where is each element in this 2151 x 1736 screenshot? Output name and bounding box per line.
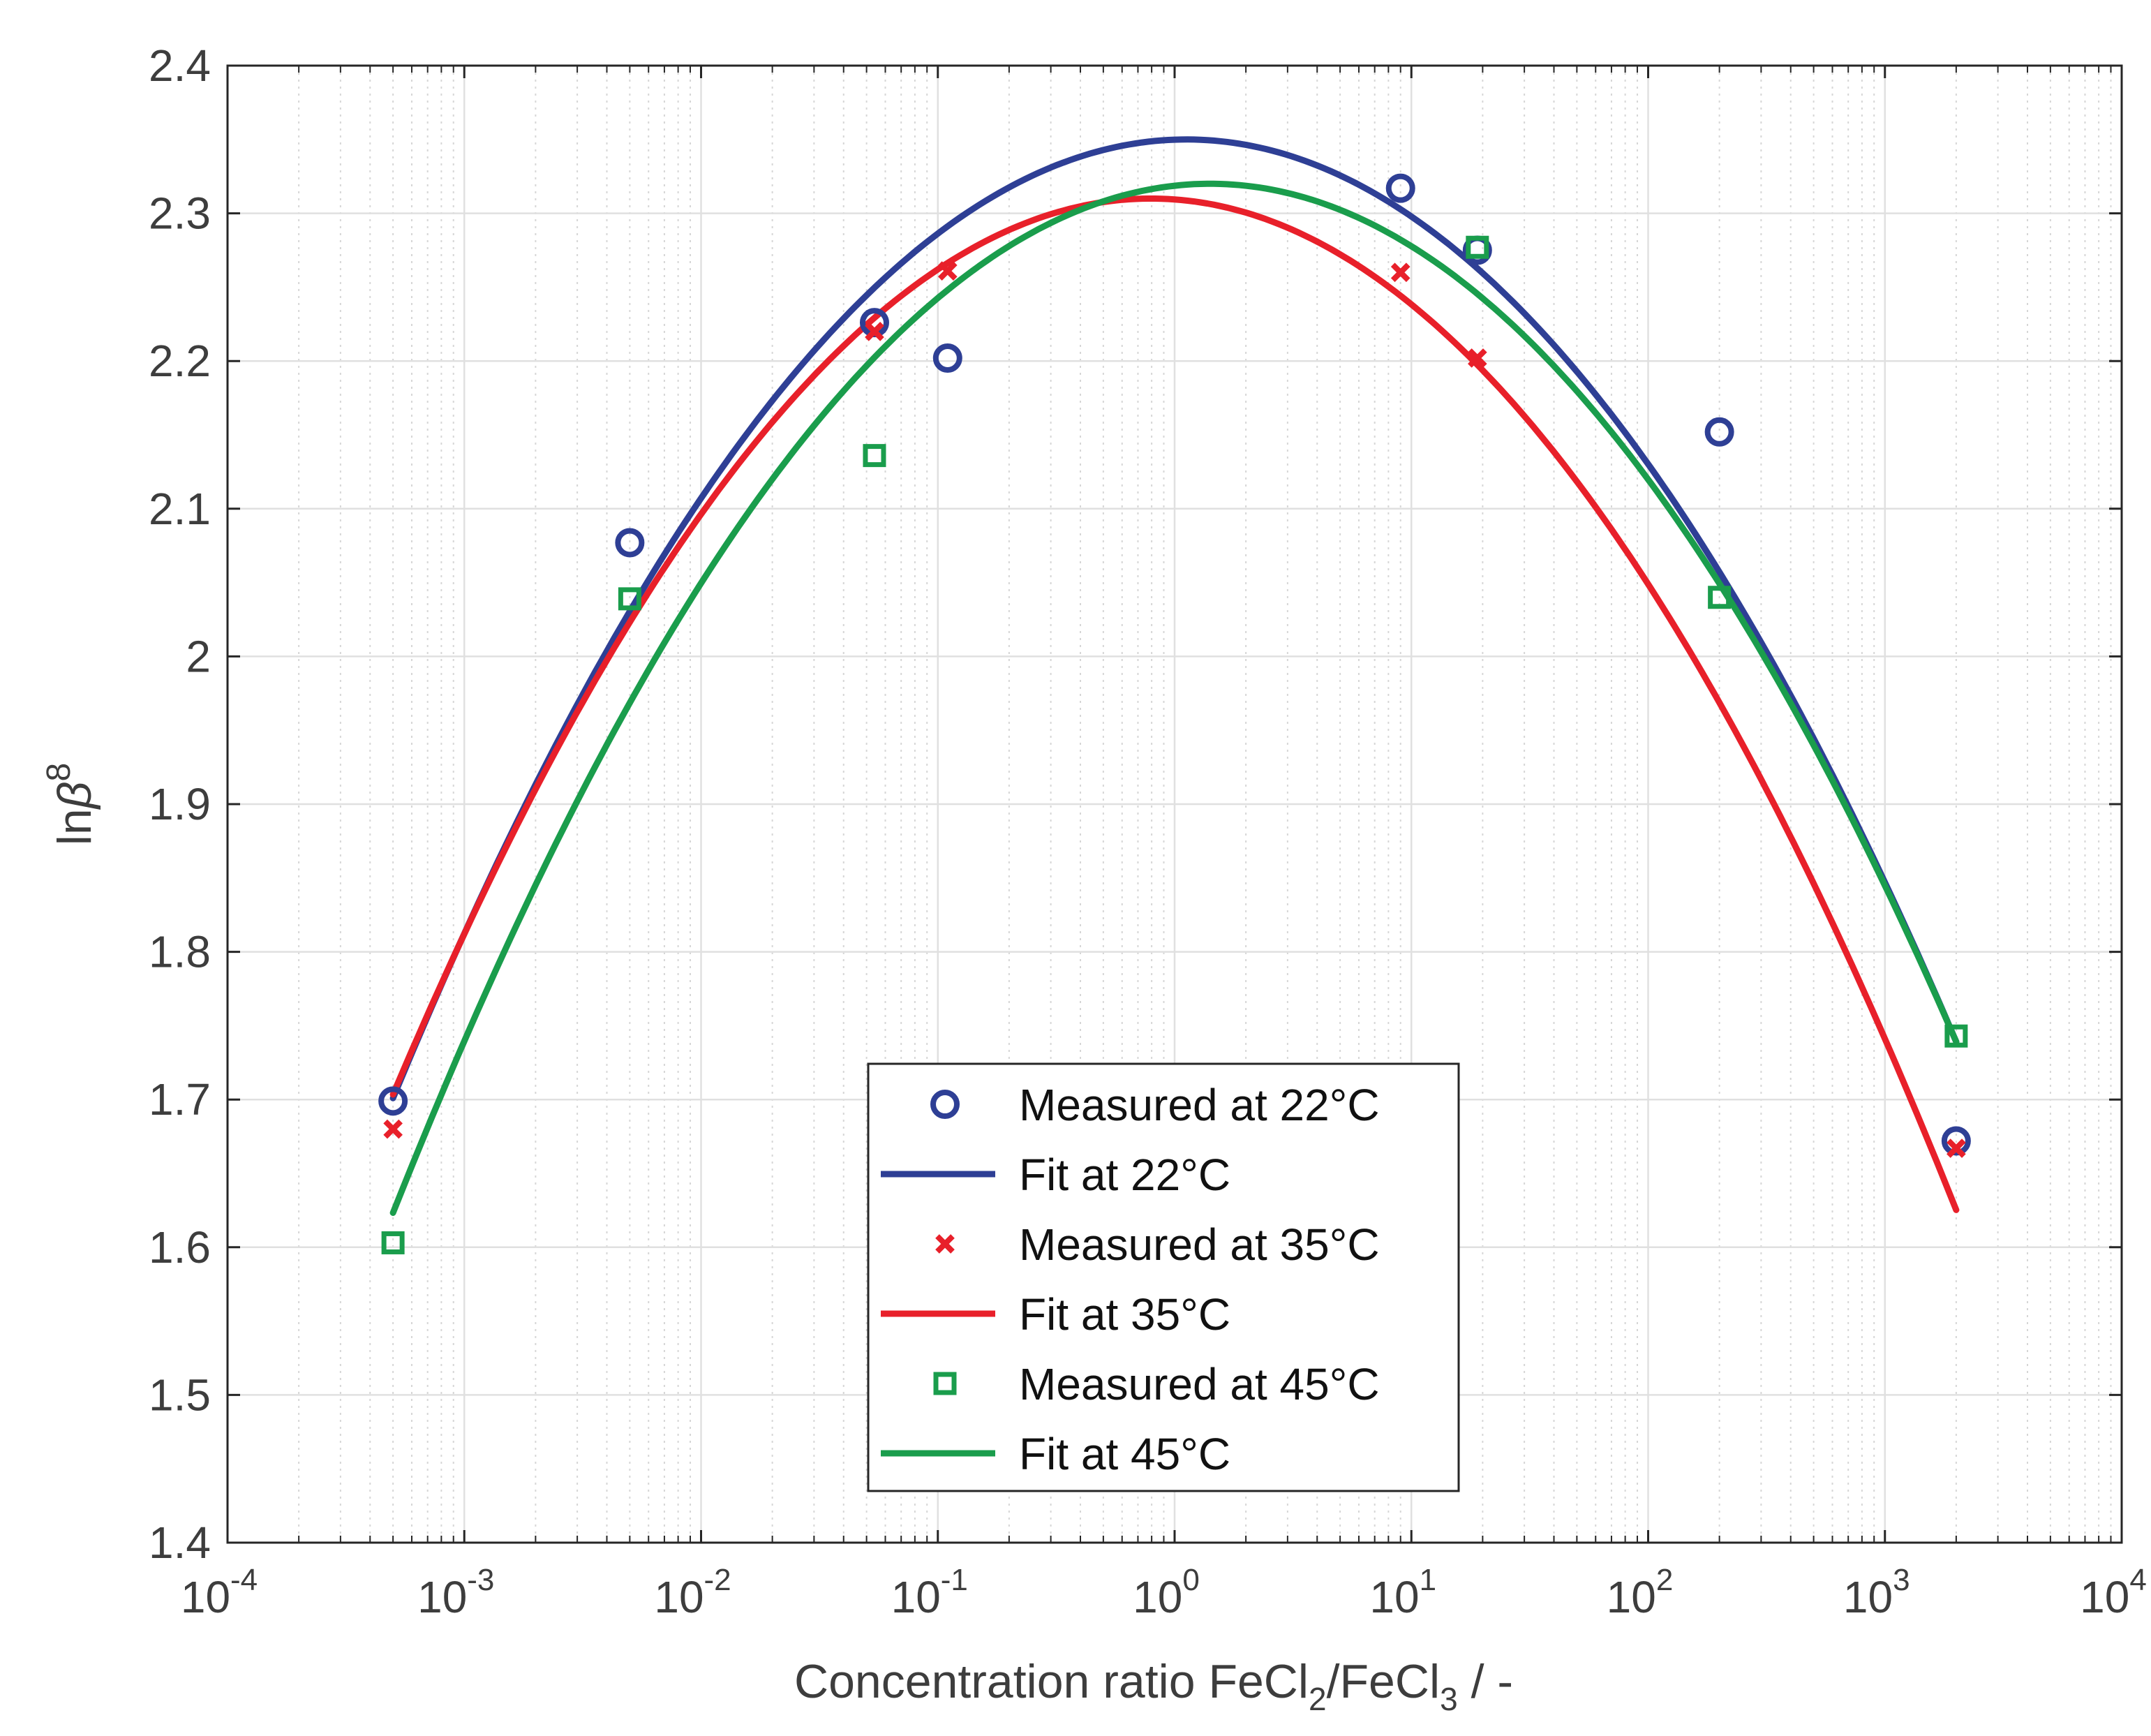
fit-layer: [389, 136, 1960, 1216]
legend-entry-3: Fit at 35°C: [881, 1289, 1230, 1340]
fit-curve-1: [389, 195, 1960, 1213]
data-point-series0-4: [1385, 173, 1415, 203]
x-axis-label-part: 2: [1309, 1681, 1327, 1717]
y-tick-label: 1.6: [149, 1222, 211, 1273]
data-point-series1-3: [1390, 262, 1411, 283]
x-tick-label: 102: [1607, 1563, 1674, 1622]
axes-layer: 1.41.51.61.71.81.922.12.22.32.410-4 10-3 1…: [40, 40, 2147, 1717]
legend-marker-swatch: [930, 1090, 960, 1119]
data-point-series1-3-stroke-b: [1390, 262, 1411, 283]
data-point-series0-6: [1704, 417, 1734, 447]
y-tick-label: 1.8: [149, 927, 211, 977]
x-tick-label: 100: [1133, 1563, 1200, 1622]
y-tick-label: 2.1: [149, 484, 211, 534]
data-point-series1-5: [1947, 1138, 1966, 1158]
data-point-series2-4: [1708, 586, 1732, 609]
legend-label: Measured at 35°C: [1019, 1219, 1380, 1270]
x-axis-label-part: / -: [1458, 1655, 1513, 1708]
x-axis-label: Concentration ratio FeCl2/FeCl3 / -: [794, 1655, 1513, 1717]
data-point-series2-1: [618, 587, 641, 611]
legend-label: Fit at 22°C: [1019, 1150, 1230, 1200]
data-point-series1-0: [383, 1119, 403, 1139]
x-tick-label: 104: [2080, 1563, 2147, 1622]
legend-label: Fit at 45°C: [1019, 1429, 1230, 1479]
x-tick-label: 101: [1369, 1563, 1436, 1622]
fit-curve-0: [389, 136, 1960, 1101]
legend-marker-swatch: [935, 1234, 955, 1254]
data-point-series2-2: [863, 444, 886, 468]
y-tick-label: 2: [186, 631, 211, 681]
legend-entry-1: Fit at 22°C: [881, 1150, 1230, 1200]
data-point-series2-0: [381, 1231, 405, 1254]
legend-entry-0: Measured at 22°C: [930, 1080, 1380, 1130]
data-point-series2-3: [1466, 235, 1489, 259]
data-point-series1-4: [1467, 348, 1487, 368]
x-tick-exponent: 3: [1893, 1563, 1910, 1597]
x-tick-label: 10-1: [891, 1563, 968, 1622]
y-axis-label-superscript: 8: [40, 763, 77, 782]
y-tick-label: 2.3: [149, 188, 211, 239]
legend-label: Fit at 35°C: [1019, 1289, 1230, 1340]
legend-box: [867, 1062, 1460, 1492]
legend-layer: Measured at 22°C Fit at 22°C Measured at 3…: [867, 1062, 1460, 1492]
x-tick-exponent: 2: [1656, 1563, 1673, 1597]
y-tick-label: 1.9: [149, 779, 211, 829]
y-axis-label-symbol: β: [48, 781, 101, 810]
legend-marker-swatch: [933, 1372, 957, 1395]
x-tick-exponent: -3: [467, 1563, 494, 1597]
data-point-series1-1: [865, 322, 884, 341]
x-axis-label-part: Concentration ratio FeCl: [794, 1655, 1309, 1708]
x-tick-label: 10-2: [654, 1563, 731, 1622]
y-tick-label: 2.2: [149, 336, 211, 386]
x-axis-label-part: 3: [1440, 1681, 1458, 1717]
y-axis-label-base: ln: [48, 808, 101, 845]
data-point-series2-5: [1944, 1024, 1968, 1048]
legend-entry-2: Measured at 35°C: [935, 1219, 1380, 1270]
x-tick-label: 10-4: [181, 1563, 258, 1622]
x-tick-exponent: -2: [704, 1563, 731, 1597]
y-tick-label: 2.4: [149, 40, 211, 91]
x-tick-exponent: 4: [2129, 1563, 2146, 1597]
y-tick-label: 1.7: [149, 1074, 211, 1125]
legend-label: Measured at 45°C: [1019, 1359, 1380, 1409]
legend-label: Measured at 22°C: [1019, 1080, 1380, 1130]
y-tick-label: 1.4: [149, 1518, 211, 1568]
data-point-series0-3: [932, 343, 962, 373]
data-point-series0-7: [1941, 1126, 1971, 1156]
legend-entry-5: Fit at 45°C: [881, 1429, 1230, 1479]
x-tick-label: 10-3: [417, 1563, 494, 1622]
data-point-series1-4-stroke-b: [1467, 348, 1487, 368]
marker-layer: [378, 173, 1971, 1254]
data-point-series1-2: [937, 261, 958, 281]
x-tick-exponent: 0: [1182, 1563, 1199, 1597]
x-tick-exponent: -1: [941, 1563, 968, 1597]
y-tick-label: 1.5: [149, 1370, 211, 1420]
data-point-series1-5-stroke-b: [1947, 1138, 1966, 1158]
fit-curve-2: [389, 180, 1960, 1216]
x-tick-exponent: -4: [230, 1563, 258, 1597]
data-point-series1-1-stroke-b: [865, 322, 884, 341]
data-point-series0-0: [378, 1086, 408, 1116]
data-point-series1-0-stroke-b: [383, 1119, 403, 1139]
data-point-series0-1: [615, 528, 645, 558]
y-axis-label: lnβ8: [40, 763, 101, 846]
data-point-series1-2-stroke-b: [937, 261, 958, 281]
x-axis-label-part: /FeCl: [1327, 1655, 1440, 1708]
legend-marker-swatch-stroke-b: [935, 1234, 955, 1254]
x-tick-label: 103: [1843, 1563, 1910, 1622]
legend-entry-4: Measured at 45°C: [933, 1359, 1380, 1409]
x-tick-exponent: 1: [1420, 1563, 1436, 1597]
